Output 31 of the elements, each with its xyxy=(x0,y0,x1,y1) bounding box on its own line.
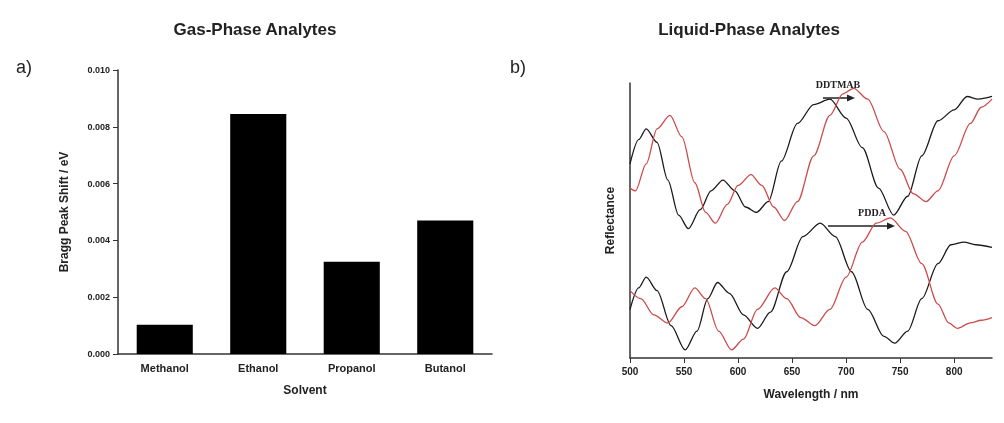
y-tick-label: 0.000 xyxy=(87,349,110,359)
x-tick-label: 550 xyxy=(675,365,693,377)
text: b) xyxy=(510,57,527,77)
bar xyxy=(230,114,287,354)
chart-title: Liquid-Phase Analytes xyxy=(658,20,840,39)
x-tick-label: 600 xyxy=(729,365,747,377)
x-tick-label: 750 xyxy=(891,365,909,377)
annotation: DDTMAB xyxy=(815,78,861,90)
y-tick-label: 0.010 xyxy=(87,65,110,75)
y-axis-title: Bragg Peak Shift / eV xyxy=(57,151,71,273)
x-tick-label: 700 xyxy=(837,365,855,377)
x-axis-title: Wavelength / nm xyxy=(763,387,859,401)
y-axis-title: Reflectance xyxy=(603,186,617,255)
x-tick-label: 650 xyxy=(783,365,801,377)
text: a) xyxy=(16,57,33,77)
x-tick-label: Methanol xyxy=(140,361,189,374)
chart-title: Gas-Phase Analytes xyxy=(173,20,337,39)
x-tick-label: Propanol xyxy=(327,361,376,374)
bar xyxy=(417,220,474,354)
x-tick-label: Butanol xyxy=(424,361,466,374)
y-tick-label: 0.006 xyxy=(87,178,110,189)
y-tick-label: 0.008 xyxy=(87,121,110,132)
x-axis-title: Solvent xyxy=(283,383,327,397)
bar xyxy=(323,261,380,354)
y-tick-label: 0.002 xyxy=(87,292,110,303)
annotation: PDDA xyxy=(858,206,887,218)
bar xyxy=(136,324,193,354)
y-tick-label: 0.004 xyxy=(87,235,110,246)
x-tick-label: 500 xyxy=(621,365,639,377)
x-tick-label: Ethanol xyxy=(238,361,279,374)
x-tick-label: 800 xyxy=(945,365,963,377)
